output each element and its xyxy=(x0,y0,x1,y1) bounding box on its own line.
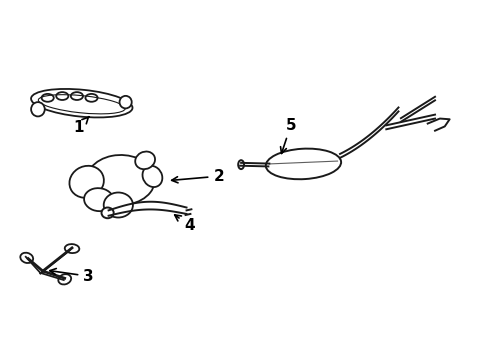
Ellipse shape xyxy=(135,152,155,169)
Ellipse shape xyxy=(56,92,69,100)
Text: 5: 5 xyxy=(281,118,296,153)
Ellipse shape xyxy=(70,166,104,198)
Ellipse shape xyxy=(58,274,71,284)
Ellipse shape xyxy=(104,193,133,217)
Text: 4: 4 xyxy=(175,215,195,233)
Ellipse shape xyxy=(71,92,83,100)
Ellipse shape xyxy=(120,96,132,108)
Text: 1: 1 xyxy=(74,117,89,135)
Ellipse shape xyxy=(85,94,98,102)
Ellipse shape xyxy=(42,94,54,102)
Text: 3: 3 xyxy=(50,269,94,284)
Ellipse shape xyxy=(31,102,45,116)
Ellipse shape xyxy=(143,166,162,187)
Ellipse shape xyxy=(65,244,79,253)
Ellipse shape xyxy=(84,188,114,211)
Ellipse shape xyxy=(238,160,244,169)
Ellipse shape xyxy=(20,253,33,263)
Text: 2: 2 xyxy=(172,169,224,184)
Ellipse shape xyxy=(101,207,114,218)
